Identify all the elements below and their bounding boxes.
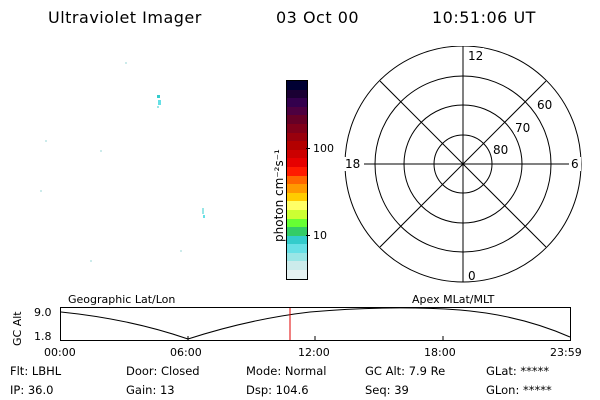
colorbar-stripe: [287, 192, 307, 202]
speckle: [45, 140, 47, 142]
observation-date: 03 Oct 00: [276, 8, 360, 27]
timeline-y-tick-top: 9.0: [34, 306, 52, 319]
colorbar-stripe: [287, 98, 307, 107]
colorbar-stripe: [287, 270, 307, 279]
colorbar-stripe: [287, 184, 307, 193]
colorbar-stripe: [287, 158, 307, 167]
speckle: [158, 100, 161, 105]
colorbar-stripe: [287, 132, 307, 142]
colorbar-stripe: [287, 81, 307, 90]
x-tick-0600: 06:00: [170, 346, 202, 359]
speckle: [157, 106, 159, 108]
polar-label-12: 12: [468, 49, 483, 63]
speckle: [157, 95, 160, 98]
x-tick-1800: 18:00: [424, 346, 456, 359]
colorbar-tick-mark: [306, 235, 310, 236]
colorbar-stripe: [287, 201, 307, 210]
speckle: [40, 190, 42, 192]
colorbar-stripe: [287, 244, 307, 253]
colorbar-tick-10: 10: [313, 229, 327, 242]
glon-value: GLon: *****: [486, 383, 552, 397]
colorbar-tick-mark: [306, 148, 310, 149]
label-bg: [344, 157, 364, 171]
speckle: [100, 150, 102, 152]
colorbar-stripe: [287, 175, 307, 185]
mode-value: Mode: Normal: [246, 364, 327, 378]
x-tick-1200: 12:00: [298, 346, 330, 359]
polar-diagonal: [379, 80, 547, 248]
speckle: [203, 215, 205, 218]
colorbar-stripe: [287, 227, 307, 236]
timeline-right-title: Apex MLat/MLT: [412, 293, 495, 306]
altitude-curve: [60, 307, 571, 340]
label-bg: [466, 48, 484, 62]
colorbar-stripe: [287, 218, 307, 228]
speckle: [125, 62, 127, 64]
colorbar-tick-100: 100: [313, 142, 334, 155]
instrument-title: Ultraviolet Imager: [48, 8, 202, 27]
polar-ring-label-60: 60: [537, 98, 552, 112]
x-tick-2359: 23:59: [550, 346, 582, 359]
colorbar-stripe: [287, 166, 307, 176]
timeline-left-title: Geographic Lat/Lon: [68, 293, 176, 306]
x-tick-0000: 00:00: [44, 346, 76, 359]
ip-value: IP: 36.0: [10, 383, 54, 397]
colorbar-stripe: [287, 252, 307, 262]
seq-value: Seq: 39: [365, 383, 409, 397]
speckle: [180, 250, 182, 252]
timeline-plot: [60, 307, 571, 341]
label-bg: [536, 97, 556, 111]
colorbar-stripe: [287, 115, 307, 124]
image-panel: [40, 62, 205, 262]
colorbar-stripe: [287, 235, 307, 245]
glat-value: GLat: *****: [486, 364, 550, 378]
gc-alt-value: GC Alt: 7.9 Re: [365, 364, 446, 378]
speckle: [202, 208, 204, 214]
polar-label-0: 0: [468, 269, 476, 283]
label-bg: [492, 142, 512, 156]
filter-value: Flt: LBHL: [10, 364, 62, 378]
colorbar-stripe: [287, 141, 307, 150]
speckle: [90, 260, 92, 262]
timeline-y-tick-bottom: 1.8: [34, 330, 52, 343]
colorbar-stripe: [287, 149, 307, 159]
label-bg: [569, 157, 581, 171]
observation-time: 10:51:06 UT: [432, 8, 536, 27]
polar-plot: 12 0 18 6 60 70 80: [344, 46, 582, 283]
colorbar-stripe: [287, 106, 307, 116]
colorbar-unit-label: photon cm⁻²s⁻¹: [272, 149, 286, 242]
dsp-value: Dsp: 104.6: [246, 383, 309, 397]
label-bg: [514, 120, 534, 134]
polar-label-18: 18: [345, 157, 360, 171]
polar-ring-label-70: 70: [515, 121, 530, 135]
colorbar-stripe: [287, 89, 307, 99]
colorbar-stripe: [287, 123, 307, 133]
gain-value: Gain: 13: [126, 383, 175, 397]
colorbar-stripe: [287, 261, 307, 271]
colorbar: [286, 80, 308, 280]
door-status: Door: Closed: [126, 364, 200, 378]
polar-ring-label-80: 80: [493, 143, 508, 157]
timeline-y-axis-label: GC Alt: [11, 311, 24, 346]
colorbar-stripe: [287, 209, 307, 219]
polar-label-6: 6: [571, 157, 579, 171]
